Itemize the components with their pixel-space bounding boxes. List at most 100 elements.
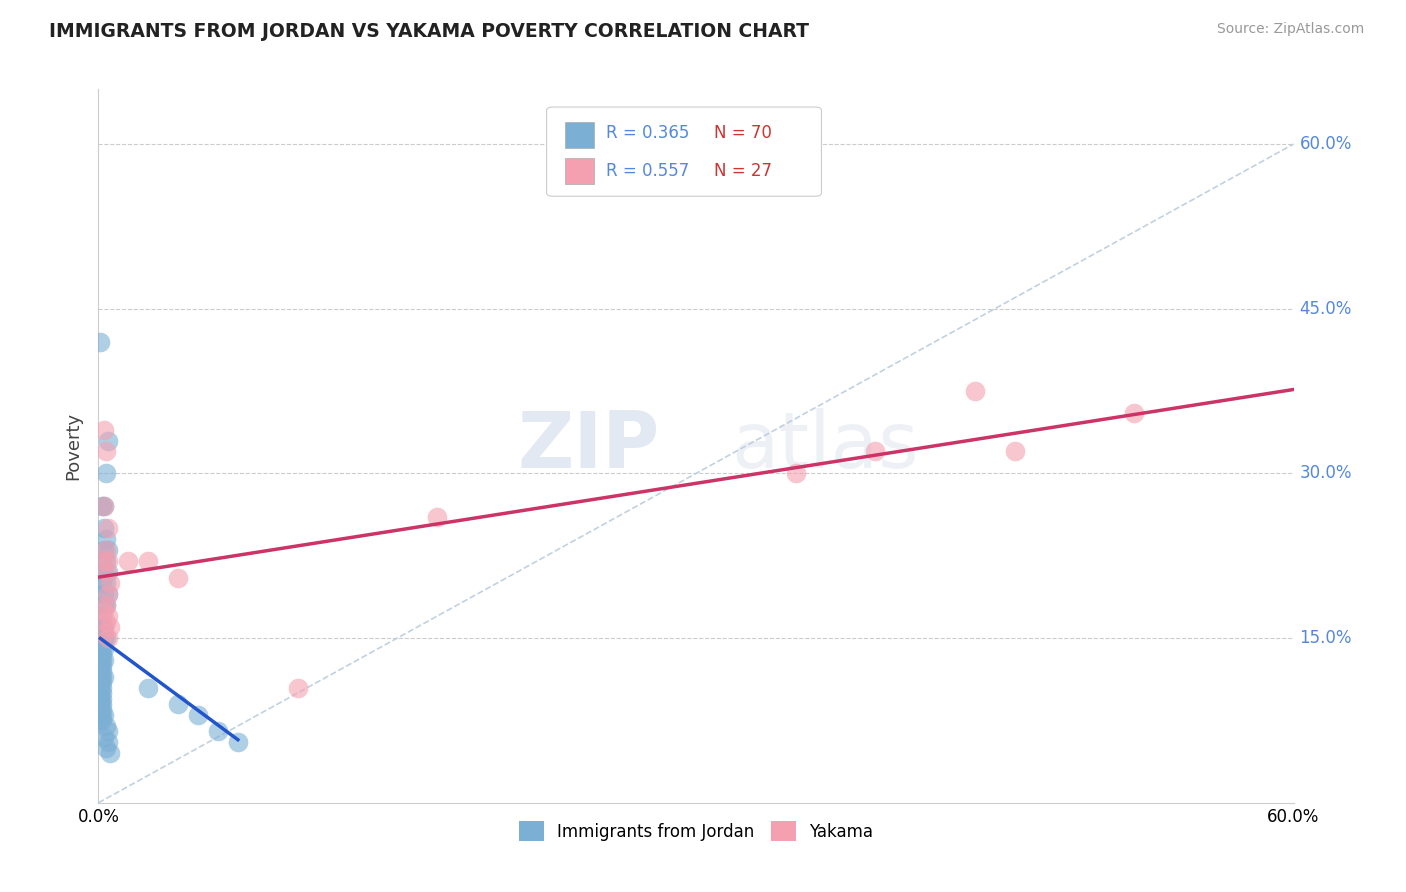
- Point: [97, 521, 120, 535]
- Point: [96, 467, 118, 481]
- Point: [89, 669, 111, 683]
- Point: [89, 675, 111, 690]
- Point: [1004, 444, 1026, 458]
- Point: [97, 566, 120, 580]
- Point: [98, 747, 122, 761]
- Point: [91, 697, 114, 711]
- Point: [91, 554, 114, 568]
- Point: [91, 702, 114, 716]
- Text: Source: ZipAtlas.com: Source: ZipAtlas.com: [1216, 22, 1364, 37]
- Point: [91, 620, 114, 634]
- Point: [91, 625, 114, 640]
- Point: [91, 669, 114, 683]
- Point: [91, 686, 114, 700]
- Point: [91, 714, 114, 728]
- Point: [93, 604, 115, 618]
- Point: [98, 620, 122, 634]
- Point: [93, 642, 115, 657]
- Text: R = 0.557: R = 0.557: [606, 162, 689, 180]
- Point: [96, 566, 118, 580]
- Point: [865, 444, 887, 458]
- Point: [91, 648, 114, 662]
- Point: [89, 653, 111, 667]
- Point: [89, 648, 111, 662]
- Point: [91, 576, 114, 591]
- Point: [89, 609, 111, 624]
- Point: [89, 681, 111, 695]
- Point: [1123, 406, 1146, 420]
- Point: [97, 587, 120, 601]
- Point: [93, 730, 115, 744]
- Point: [96, 533, 118, 547]
- Point: [96, 444, 118, 458]
- Point: [91, 681, 114, 695]
- Point: [167, 571, 190, 585]
- Point: [93, 669, 115, 683]
- Point: [97, 587, 120, 601]
- Point: [89, 708, 111, 723]
- Point: [97, 543, 120, 558]
- Point: [93, 500, 115, 514]
- FancyBboxPatch shape: [565, 122, 595, 148]
- Point: [97, 554, 120, 568]
- Point: [89, 334, 111, 349]
- Point: [91, 708, 114, 723]
- FancyBboxPatch shape: [547, 107, 821, 196]
- Point: [91, 500, 114, 514]
- Point: [97, 609, 120, 624]
- Point: [226, 735, 249, 749]
- Point: [91, 642, 114, 657]
- Point: [93, 521, 115, 535]
- Point: [96, 554, 118, 568]
- Point: [93, 653, 115, 667]
- Point: [96, 631, 118, 645]
- Point: [426, 510, 449, 524]
- Point: [89, 642, 111, 657]
- Point: [89, 697, 111, 711]
- Legend: Immigrants from Jordan, Yakama: Immigrants from Jordan, Yakama: [512, 814, 880, 848]
- Text: 15.0%: 15.0%: [1299, 629, 1353, 647]
- Point: [93, 631, 115, 645]
- Text: R = 0.365: R = 0.365: [606, 125, 690, 143]
- Point: [93, 423, 115, 437]
- Point: [89, 691, 111, 706]
- Text: 30.0%: 30.0%: [1299, 465, 1353, 483]
- Point: [93, 587, 115, 601]
- Point: [89, 664, 111, 678]
- Point: [93, 598, 115, 612]
- Text: atlas: atlas: [733, 408, 920, 484]
- Point: [117, 554, 139, 568]
- Point: [91, 658, 114, 673]
- Point: [96, 615, 118, 629]
- Point: [97, 724, 120, 739]
- Point: [96, 719, 118, 733]
- Point: [91, 691, 114, 706]
- Point: [89, 714, 111, 728]
- Point: [97, 631, 120, 645]
- Point: [136, 554, 159, 568]
- Point: [187, 708, 209, 723]
- Point: [96, 598, 118, 612]
- Point: [287, 681, 309, 695]
- Point: [97, 735, 120, 749]
- Point: [93, 554, 115, 568]
- Point: [97, 434, 120, 448]
- Point: [963, 384, 986, 398]
- Point: [89, 625, 111, 640]
- Point: [93, 500, 115, 514]
- Point: [91, 664, 114, 678]
- Point: [207, 724, 229, 739]
- Point: [93, 543, 115, 558]
- Point: [89, 686, 111, 700]
- Text: N = 27: N = 27: [714, 162, 772, 180]
- Point: [93, 708, 115, 723]
- Text: 60.0%: 60.0%: [1299, 135, 1353, 153]
- Text: 45.0%: 45.0%: [1299, 300, 1353, 318]
- Point: [93, 625, 115, 640]
- Point: [167, 697, 190, 711]
- Point: [96, 543, 118, 558]
- Point: [89, 702, 111, 716]
- Point: [91, 609, 114, 624]
- Point: [785, 467, 807, 481]
- Point: [93, 566, 115, 580]
